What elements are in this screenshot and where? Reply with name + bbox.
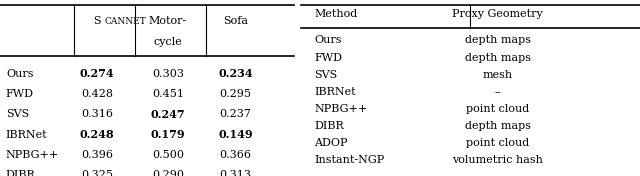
Text: 0.366: 0.366	[220, 150, 252, 160]
Text: depth maps: depth maps	[465, 53, 531, 62]
Text: mesh: mesh	[483, 70, 513, 80]
Text: 0.179: 0.179	[150, 129, 185, 140]
Text: CANNET: CANNET	[104, 17, 147, 26]
Text: IBRNet: IBRNet	[6, 130, 47, 140]
Text: 0.237: 0.237	[220, 109, 252, 119]
Text: depth maps: depth maps	[465, 121, 531, 131]
Text: 0.451: 0.451	[152, 89, 184, 99]
Text: 0.149: 0.149	[218, 129, 253, 140]
Text: Motor-: Motor-	[148, 16, 187, 26]
Text: point cloud: point cloud	[466, 104, 529, 114]
Text: 0.396: 0.396	[81, 150, 113, 160]
Text: SVS: SVS	[314, 70, 338, 80]
Text: SVS: SVS	[6, 109, 29, 119]
Text: Sofa: Sofa	[223, 16, 248, 26]
Text: 0.248: 0.248	[80, 129, 115, 140]
Text: FWD: FWD	[314, 53, 342, 62]
Text: 0.428: 0.428	[81, 89, 113, 99]
Text: point cloud: point cloud	[466, 138, 529, 148]
Text: FWD: FWD	[6, 89, 34, 99]
Text: 0.500: 0.500	[152, 150, 184, 160]
Text: Instant-NGP: Instant-NGP	[314, 155, 385, 165]
Text: 0.290: 0.290	[152, 170, 184, 176]
Text: 0.247: 0.247	[150, 109, 185, 120]
Text: ADOP: ADOP	[314, 138, 348, 148]
Text: DIBR: DIBR	[314, 121, 344, 131]
Text: NPBG++: NPBG++	[314, 104, 367, 114]
Text: IBRNet: IBRNet	[314, 87, 356, 97]
Text: 0.274: 0.274	[80, 68, 115, 79]
Text: cycle: cycle	[154, 37, 182, 47]
Text: DIBR: DIBR	[6, 170, 36, 176]
Text: Ours: Ours	[314, 36, 342, 45]
Text: 0.316: 0.316	[81, 109, 113, 119]
Text: 0.325: 0.325	[81, 170, 113, 176]
Text: 0.303: 0.303	[152, 69, 184, 79]
Text: 0.234: 0.234	[218, 68, 253, 79]
Text: 0.295: 0.295	[220, 89, 252, 99]
Text: S: S	[93, 16, 101, 26]
Text: volumetric hash: volumetric hash	[452, 155, 543, 165]
Text: –: –	[495, 87, 500, 97]
Text: NPBG++: NPBG++	[6, 150, 59, 160]
Text: Ours: Ours	[6, 69, 33, 79]
Text: Proxy Geometry: Proxy Geometry	[452, 9, 543, 19]
Text: Method: Method	[314, 9, 358, 19]
Text: 0.313: 0.313	[220, 170, 252, 176]
Text: depth maps: depth maps	[465, 36, 531, 45]
